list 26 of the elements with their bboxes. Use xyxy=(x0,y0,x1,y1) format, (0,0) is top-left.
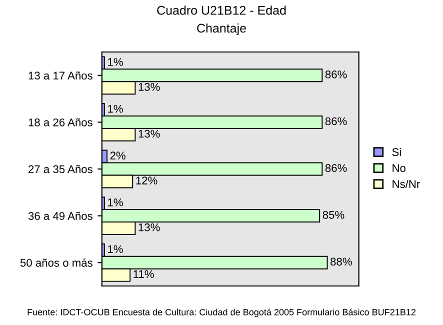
chart-title: Cuadro U21B12 - Edad xyxy=(157,6,286,15)
data-label: 88% xyxy=(330,258,352,266)
data-label: 1% xyxy=(108,58,123,66)
data-label: 1% xyxy=(108,198,123,206)
legend-label: Ns/Nr xyxy=(392,180,420,188)
data-label: 11% xyxy=(134,270,154,278)
y-tick-label: 27 a 35 Años xyxy=(28,165,92,174)
chart-subtitle: Chantaje xyxy=(197,23,246,36)
data-label: 85% xyxy=(322,210,344,219)
data-label: 1% xyxy=(108,245,123,254)
legend-label: No xyxy=(392,164,406,172)
y-tick-label: 36 a 49 Años xyxy=(28,212,92,220)
y-tick-label: 13 a 17 Años xyxy=(28,71,92,80)
data-label: 86% xyxy=(325,164,347,172)
data-label: 13% xyxy=(138,82,160,91)
data-label: 13% xyxy=(138,223,160,232)
y-tick-label: 18 a 26 Años xyxy=(28,118,92,126)
legend-label: Si xyxy=(392,148,401,156)
data-label: 86% xyxy=(325,70,347,78)
data-label: 13% xyxy=(138,130,160,138)
data-label: 1% xyxy=(108,104,123,113)
source-note: Fuente: IDCT-OCUB Encuesta de Cultura: Ciudad de Bogotá 2005 Formulario Básico BUF21B12 xyxy=(28,308,416,318)
data-label: 2% xyxy=(110,152,126,160)
y-tick-label: 50 años o más xyxy=(20,258,92,267)
data-label: 12% xyxy=(136,176,158,184)
data-label: 86% xyxy=(325,117,347,126)
